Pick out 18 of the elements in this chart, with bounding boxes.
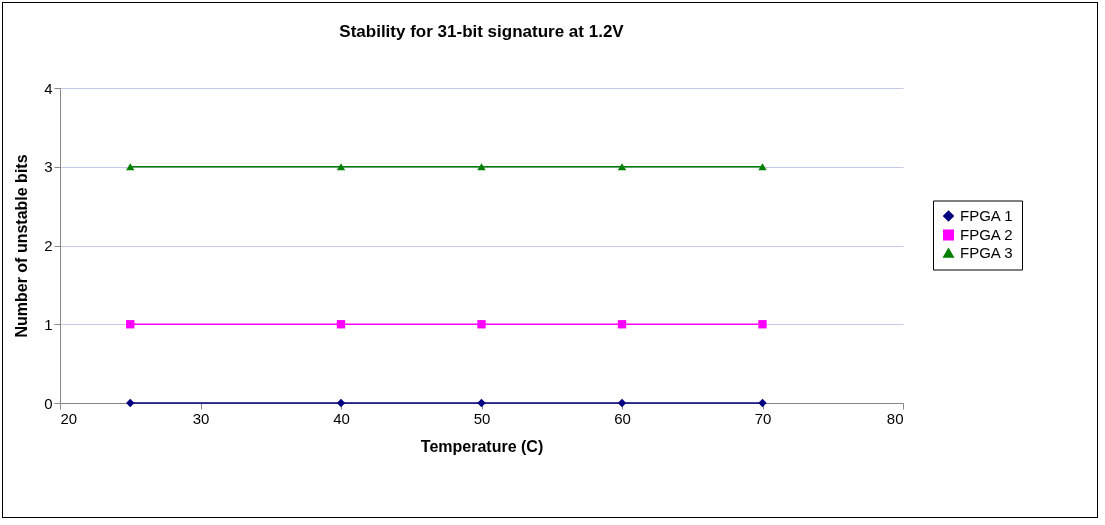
y-axis-title: Number of unstable bits	[13, 154, 31, 338]
x-tick-label: 50	[473, 409, 491, 427]
chart-title: Stability for 31-bit signature at 1.2V	[339, 22, 625, 41]
y-tick-label: 0	[44, 394, 53, 412]
x-tick-label: 80	[886, 409, 904, 427]
x-tick-label: 30	[192, 409, 210, 427]
legend-label: FPGA 3	[960, 244, 1013, 261]
y-tick-label: 1	[44, 315, 53, 333]
y-tick-label: 4	[44, 79, 53, 97]
x-tick-label: 40	[333, 409, 350, 427]
x-axis-title: Temperature (C)	[420, 437, 544, 455]
legend-label: FPGA 1	[960, 207, 1013, 224]
x-tick-label: 60	[614, 409, 631, 427]
legend-label: FPGA 2	[960, 226, 1013, 243]
x-tick-label: 70	[754, 409, 772, 427]
y-tick-label: 3	[44, 158, 53, 176]
x-tick-label: 20	[60, 409, 78, 427]
y-tick-label: 2	[44, 237, 53, 254]
